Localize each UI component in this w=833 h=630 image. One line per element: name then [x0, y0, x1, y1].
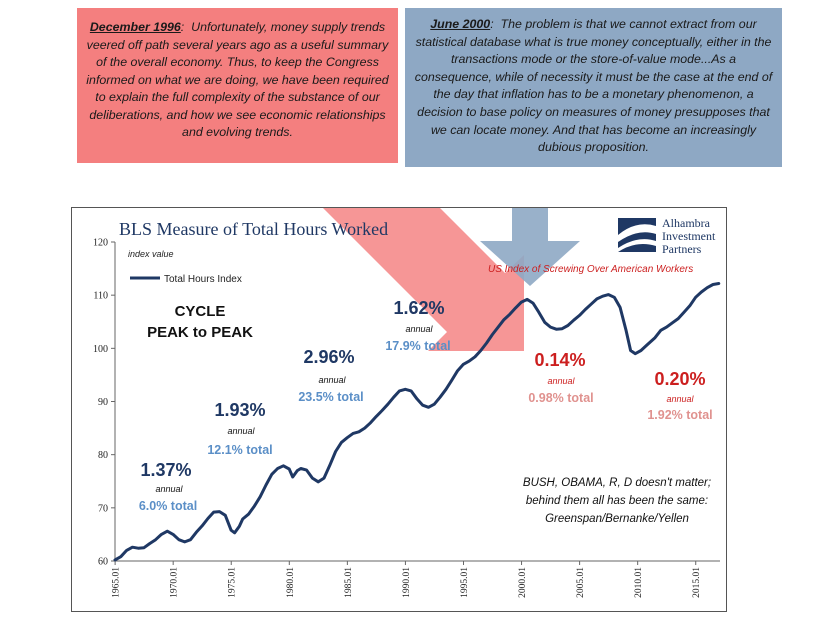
x-axis-ticks: 1965.01 1970.01 1975.01 1980.01 1985.01 1990.… — [112, 561, 702, 598]
note-line-3: Greenspan/Bernanke/Yellen — [545, 513, 689, 525]
cycle-4-annual: annual — [405, 324, 433, 334]
x-tick-label: 1975.01 — [228, 567, 238, 598]
cycle-2-annual: annual — [227, 426, 255, 436]
note-line-2: behind them all has been the same: — [526, 495, 708, 507]
y-axis-ticks: 60 70 80 90 100 110 120 — [93, 238, 115, 568]
cycle-3-total: 23.5% total — [298, 390, 363, 404]
quote-text: The problem is that we cannot extract fr… — [414, 17, 773, 155]
x-tick-label: 1985.01 — [344, 567, 354, 598]
note-line-1: BUSH, OBAMA, R, D doesn't matter; — [523, 477, 711, 489]
cycle-2-pct: 1.93% — [214, 400, 265, 420]
y-tick-label: 80 — [98, 450, 108, 461]
quote-date: June 2000 — [430, 17, 491, 31]
x-tick-label: 1980.01 — [286, 567, 296, 598]
chart-title: BLS Measure of Total Hours Worked — [119, 219, 388, 239]
cycle-4-pct: 1.62% — [393, 298, 444, 318]
y-tick-label: 120 — [93, 238, 108, 249]
logo-line-1: Alhambra — [662, 216, 711, 230]
cycle-1-annual: annual — [155, 484, 183, 494]
legend-label: Total Hours Index — [164, 274, 242, 285]
quote-box-december-1996: December 1996: Unfortunately, money supp… — [77, 8, 398, 163]
cycle-6-pct: 0.20% — [654, 369, 705, 389]
cycle-1-total: 6.0% total — [139, 499, 197, 513]
x-tick-label: 1965.01 — [112, 567, 122, 598]
x-tick-label: 2000.01 — [518, 567, 528, 598]
cycle-5-pct: 0.14% — [534, 350, 585, 370]
quote-date: December 1996 — [89, 20, 181, 34]
cycle-5-annual: annual — [547, 376, 575, 386]
y-tick-label: 70 — [98, 503, 108, 514]
cycle-3-pct: 2.96% — [303, 347, 354, 367]
blue-arrow-shape — [480, 208, 580, 286]
cycle-5-total: 0.98% total — [528, 391, 593, 405]
y-tick-label: 60 — [98, 557, 108, 568]
x-tick-label: 1995.01 — [460, 567, 470, 598]
x-tick-label: 2015.01 — [692, 567, 702, 598]
x-tick-label: 2005.01 — [576, 567, 586, 598]
cycle-3-annual: annual — [318, 375, 346, 385]
red-arrow-shape — [323, 208, 524, 351]
x-tick-label: 2010.01 — [634, 567, 644, 598]
y-tick-label: 110 — [93, 291, 108, 302]
cycle-heading: CYCLE — [175, 303, 226, 320]
logo-swoosh-icon — [618, 224, 656, 242]
x-tick-label: 1970.01 — [170, 567, 180, 598]
logo-line-3: Partners — [662, 242, 702, 256]
chart-frame: 60 70 80 90 100 110 120 1965.01 1970.01 1975.01 1… — [71, 207, 727, 612]
us-index-annotation: US Index of Screwing Over American Worke… — [488, 264, 693, 275]
series-line-total-hours-index — [113, 282, 721, 562]
y-tick-label: 100 — [93, 344, 108, 355]
cycle-4-total: 17.9% total — [385, 339, 450, 353]
quote-text: Unfortunately, money supply trends veere… — [86, 20, 389, 139]
cycle-6-total: 1.92% total — [647, 408, 712, 422]
y-tick-label: 90 — [98, 397, 108, 408]
x-tick-label: 1990.01 — [402, 567, 412, 598]
y-axis-label: index value — [128, 249, 174, 259]
cycle-subheading: PEAK to PEAK — [147, 324, 253, 341]
logo-line-2: Investment — [662, 229, 716, 243]
quote-box-june-2000: June 2000: The problem is that we cannot… — [405, 8, 782, 167]
cycle-1-pct: 1.37% — [140, 460, 191, 480]
cycle-6-annual: annual — [666, 394, 694, 404]
alhambra-logo: Alhambra Investment Partners — [618, 216, 716, 256]
cycle-2-total: 12.1% total — [207, 443, 272, 457]
logo-swoosh-2-icon — [618, 239, 656, 252]
